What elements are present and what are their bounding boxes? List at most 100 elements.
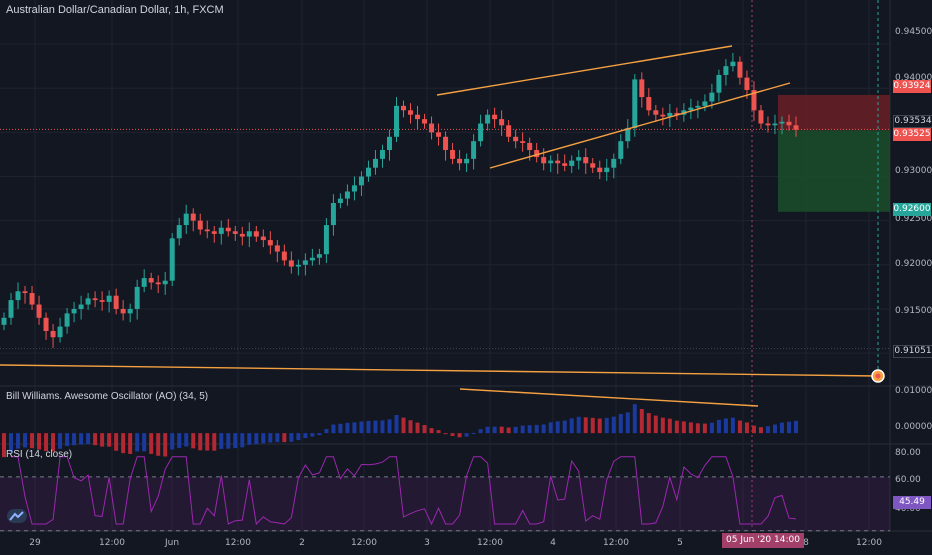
ao-bar: [65, 433, 69, 446]
ao-bar: [366, 421, 370, 433]
candle-body: [331, 203, 336, 225]
rsi-pane-label[interactable]: RSI (14, close): [6, 449, 72, 460]
candle-body: [359, 177, 364, 186]
long-trendline: [0, 365, 878, 376]
candle-body: [443, 137, 448, 150]
time-axis-label: 12:00: [99, 538, 125, 548]
time-axis-label: 8: [803, 538, 809, 548]
ao-bar: [177, 433, 181, 448]
candle-body: [282, 252, 287, 261]
candle-body: [464, 159, 469, 163]
candle-body: [394, 106, 399, 137]
ao-bar: [486, 427, 490, 433]
ao-bar: [86, 433, 90, 444]
candle-body: [93, 298, 98, 300]
candle-body: [794, 125, 799, 129]
ao-bar: [451, 433, 455, 436]
ao-bar: [479, 429, 483, 433]
candle-body: [590, 163, 595, 167]
ao-bar: [128, 433, 132, 454]
ao-bar: [114, 433, 118, 451]
candle-body: [744, 78, 749, 90]
ao-bar: [16, 433, 20, 448]
ao-bar: [577, 417, 581, 433]
rsi-axis-label: 60.00: [895, 475, 921, 485]
candle-body: [527, 143, 532, 150]
candle-body: [86, 298, 91, 304]
candle-body: [492, 115, 497, 119]
candle-body: [79, 305, 84, 309]
candle-body: [121, 309, 126, 313]
ao-bar: [226, 433, 230, 449]
level-price-tag: 0.91051: [893, 345, 932, 358]
candle-body: [352, 185, 357, 191]
ao-bar: [345, 423, 349, 433]
ao-bar: [37, 433, 41, 449]
candle-body: [618, 141, 623, 159]
take-profit-zone: [778, 130, 890, 212]
candle-body: [240, 234, 245, 237]
candle-body: [198, 221, 203, 230]
candle-body: [660, 115, 665, 117]
ao-bar: [724, 419, 728, 434]
ao-bar: [591, 418, 595, 433]
candle-body: [261, 237, 266, 241]
time-axis-label: 3: [424, 538, 430, 548]
ao-bar: [731, 418, 735, 433]
candle-body: [100, 300, 105, 302]
symbol-title[interactable]: Australian Dollar/Canadian Dollar, 1h, F…: [6, 4, 224, 16]
candle-body: [191, 214, 196, 221]
ao-bar: [310, 433, 314, 436]
candle-body: [779, 122, 784, 124]
ao-bar: [352, 422, 356, 433]
ao-bar: [233, 433, 237, 448]
ao-bar: [633, 404, 637, 433]
ao-bar: [72, 433, 76, 445]
candle-body: [506, 125, 511, 136]
ao-bar: [261, 433, 265, 443]
candle-body: [485, 115, 490, 124]
candle-body: [562, 163, 567, 166]
time-axis-label: 4: [550, 538, 556, 548]
ao-bar: [766, 426, 770, 433]
tradingview-logo-icon[interactable]: [7, 509, 27, 523]
candle-body: [226, 228, 231, 232]
ao-bar: [647, 413, 651, 433]
candle-body: [653, 110, 658, 114]
ao-bar: [528, 425, 532, 433]
ao-bar: [507, 428, 511, 434]
entry-price-tag: 0.93525: [893, 128, 931, 141]
ao-bar: [409, 420, 413, 433]
ao-bar: [626, 412, 630, 433]
ao-bar: [675, 421, 679, 433]
candle-body: [114, 296, 119, 309]
ao-bar: [430, 428, 434, 433]
candle-body: [401, 106, 406, 110]
ao-pane-label[interactable]: Bill Williams. Awesome Oscillator (AO) (…: [6, 391, 208, 402]
ao-bar: [380, 420, 384, 433]
candle-body: [303, 260, 308, 264]
ao-bar: [121, 433, 125, 453]
time-axis-label: Jun: [165, 538, 179, 548]
ao-bar: [317, 433, 321, 435]
ao-bar: [619, 414, 623, 433]
ao-bar: [184, 433, 188, 446]
crosshair-time-badge: 05 Jun '20 14:00: [722, 533, 804, 548]
candle-body: [170, 238, 175, 280]
current-price-tag: 0.93534: [893, 115, 932, 128]
ao-bar: [100, 433, 104, 446]
ao-bar: [394, 415, 398, 433]
stop-loss-zone: [778, 95, 890, 130]
candle-body: [233, 231, 238, 234]
candle-body: [373, 159, 378, 168]
candle-body: [639, 79, 644, 97]
alert-marker-dot: [876, 374, 881, 379]
candle-body: [338, 199, 343, 203]
candle-body: [569, 161, 574, 166]
candle-body: [422, 119, 427, 123]
candle-body: [723, 66, 728, 75]
ao-bar: [296, 433, 300, 440]
candle-body: [156, 282, 161, 284]
